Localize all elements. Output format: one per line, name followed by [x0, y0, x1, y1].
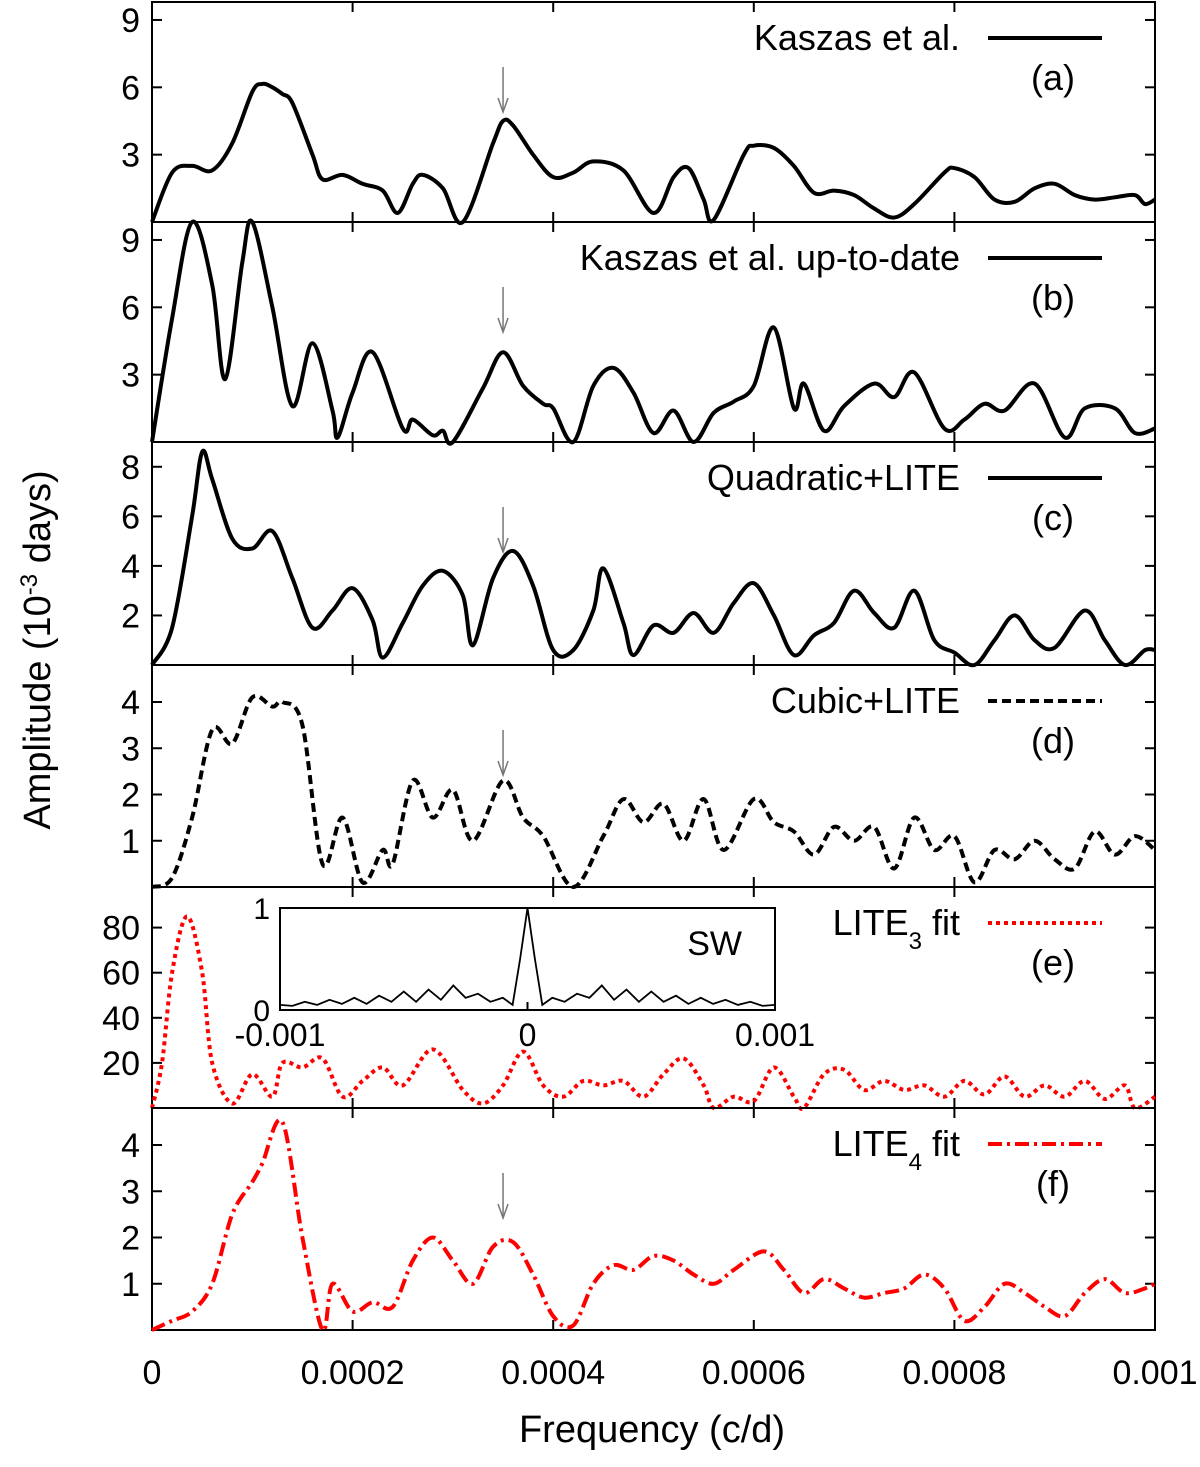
- sw-inset-frame: [279, 907, 776, 1011]
- panel-d-ytick-label: 3: [121, 730, 140, 768]
- panel-d-arrow-head: [497, 760, 509, 778]
- panel-e-legend-label: LITE3 fit: [833, 902, 960, 955]
- x-tick-label: 0.0006: [702, 1354, 806, 1392]
- x-tick-label: 0.0002: [301, 1354, 405, 1392]
- panel-f: 1 2 3 4 LITE4 fit (f): [121, 1107, 1156, 1333]
- sw-inset-xtick-label: 0: [519, 1017, 537, 1053]
- panel-b-ytick-label: 9: [121, 222, 140, 260]
- panel-c-ytick-label: 2: [121, 597, 140, 635]
- panel-c-arrow-head: [497, 537, 509, 555]
- panel-d-tag: (d): [1031, 720, 1075, 761]
- x-tick-label: 0.001: [1112, 1354, 1197, 1392]
- panel-f-tag: (f): [1036, 1163, 1070, 1204]
- y-axis-label: Amplitude (10-3 days): [16, 470, 60, 829]
- panel-d-ytick-label: 1: [121, 823, 140, 861]
- panel-f-arrow-head: [497, 1203, 509, 1221]
- panel-e-ytick-label: 60: [102, 955, 140, 993]
- panel-a-frame: [151, 1, 1156, 223]
- sw-inset-ytick-label: 0: [253, 995, 270, 1028]
- panel-e-series-line: [150, 914, 1157, 1111]
- panel-d-ytick-label: 4: [121, 684, 140, 722]
- panel-d-series-line: [151, 693, 1157, 889]
- panel-b-arrow-head: [497, 317, 509, 335]
- panel-f-ytick-label: 4: [121, 1127, 140, 1165]
- panel-a-ytick-label: 9: [121, 2, 140, 40]
- sw-inset-series-line: [279, 907, 776, 1007]
- x-tick-label: 0.0004: [501, 1354, 605, 1392]
- panel-f-ytick-label: 1: [121, 1266, 140, 1304]
- panels: 3 6 9 Kaszas et al. (a) 3 6 9 Kaszas et al. up-t…: [102, 1, 1198, 1392]
- y-axis-label-prefix: Amplitude (10: [17, 595, 59, 829]
- panel-a-ytick-label: 3: [121, 137, 140, 175]
- panel-c-ytick-label: 4: [121, 548, 140, 586]
- x-axis-label: Frequency (c/d): [519, 1409, 785, 1451]
- panel-c-series-line: [150, 448, 1156, 668]
- panel-e-ytick-label: 20: [102, 1045, 140, 1083]
- x-tick-label: 0.0008: [902, 1354, 1006, 1392]
- panel-e-ytick-label: 80: [102, 910, 140, 948]
- y-axis-label-suffix: days): [17, 470, 59, 573]
- panel-b-tag: (b): [1031, 277, 1075, 318]
- sw-inset-xtick-label: -0.001: [235, 1017, 326, 1053]
- panel-a: 3 6 9 Kaszas et al. (a): [121, 1, 1156, 226]
- panel-f-legend-label: LITE4 fit: [833, 1123, 960, 1176]
- panel-b-ytick-label: 3: [121, 357, 140, 395]
- panel-c-legend-label: Quadratic+LITE: [707, 457, 960, 498]
- panel-a-ytick-label: 6: [121, 69, 140, 107]
- panel-b: 3 6 9 Kaszas et al. up-to-date (b): [121, 218, 1156, 446]
- panel-b-legend-label: Kaszas et al. up-to-date: [580, 237, 960, 278]
- panel-b-ytick-label: 6: [121, 289, 140, 327]
- x-tick-label: 0: [143, 1354, 162, 1392]
- panel-a-tag: (a): [1031, 57, 1075, 98]
- panel-a-arrow-head: [497, 97, 509, 115]
- panel-c: 2 4 6 8 Quadratic+LITE (c): [121, 441, 1156, 668]
- panel-e-tag: (e): [1031, 942, 1075, 983]
- y-axis-label-exponent: -3: [16, 574, 43, 595]
- panel-a-series-line: [150, 81, 1156, 226]
- sw-inset-xtick-label: 0.001: [735, 1017, 815, 1053]
- panel-f-ytick-label: 3: [121, 1173, 140, 1211]
- panel-e-ytick-label: 40: [102, 1000, 140, 1038]
- panel-c-ytick-label: 6: [121, 498, 140, 536]
- panel-c-frame: [151, 441, 1156, 666]
- panel-f-ytick-label: 2: [121, 1220, 140, 1258]
- panel-c-tag: (c): [1032, 497, 1074, 538]
- panel-c-ytick-label: 8: [121, 449, 140, 487]
- panel-f-frame: [151, 1107, 1156, 1331]
- panel-b-series-line: [150, 218, 1156, 446]
- panel-d: 1 2 3 4 Cubic+LITE (d): [121, 664, 1157, 889]
- panel-a-legend-label: Kaszas et al.: [754, 17, 960, 58]
- panel-f-series-line: [151, 1117, 1156, 1333]
- panel-d-legend-label: Cubic+LITE: [771, 680, 960, 721]
- panel-e: 20 40 60 80 LITE3 fit (e): [102, 886, 1157, 1111]
- panel-d-ytick-label: 2: [121, 777, 140, 815]
- sw-inset-ytick-label: 1: [253, 893, 270, 926]
- sw-inset-label: SW: [687, 925, 742, 963]
